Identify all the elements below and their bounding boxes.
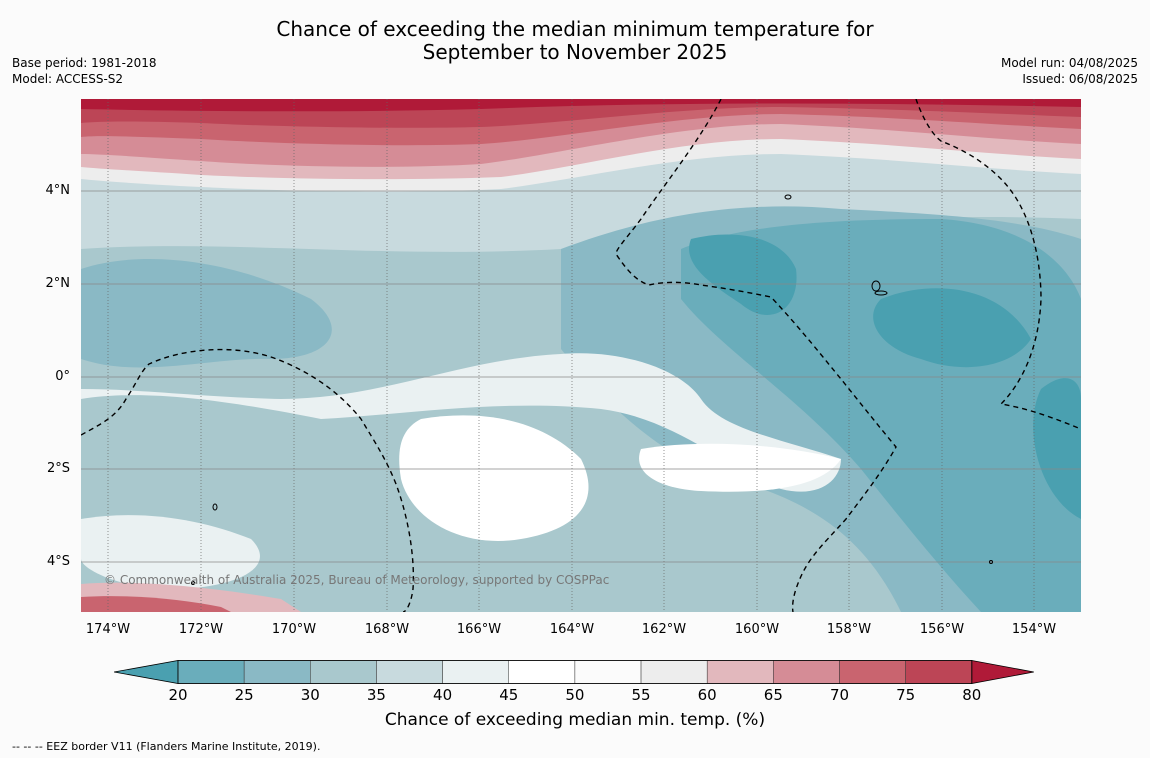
colorbar-cell — [773, 660, 840, 684]
colorbar-extend-high — [971, 660, 1034, 684]
colorbar-title: Chance of exceeding median min. temp. (%… — [384, 710, 766, 730]
lat-label-eq: 0° — [55, 369, 70, 384]
colorbar-tick-label: 70 — [829, 686, 850, 704]
colorbar-tick-label: 25 — [234, 686, 254, 704]
lon-label-168w: 168°W — [364, 622, 410, 637]
meta-left: Base period: 1981-2018 Model: ACCESS-S2 — [12, 55, 157, 87]
colorbar-cell — [177, 660, 245, 684]
lon-label-162w: 162°W — [641, 622, 687, 637]
colorbar-tick-label: 20 — [168, 686, 188, 704]
colorbar-cell — [243, 660, 311, 684]
colorbar-tick-label: 45 — [499, 686, 519, 704]
lon-label-158w: 158°W — [826, 622, 872, 637]
contour-45-south — [81, 515, 260, 589]
colorbar-tick-label: 40 — [433, 686, 453, 704]
colorbar-tick-label: 55 — [631, 686, 651, 704]
meta-right: Model run: 04/08/2025 Issued: 06/08/2025 — [1001, 55, 1138, 87]
contour-45-band — [81, 353, 841, 492]
base-period: Base period: 1981-2018 — [12, 56, 157, 70]
map-svg — [81, 99, 1081, 612]
contour-20-core-1 — [689, 234, 797, 316]
title-line-2: September to November 2025 — [422, 40, 728, 64]
contour-50-blob-1 — [399, 415, 589, 541]
lon-label-174w: 174°W — [85, 622, 131, 637]
model-run: Model run: 04/08/2025 — [1000, 56, 1138, 70]
contour-70-bottom — [81, 596, 231, 612]
lat-label-2s: 2°S — [46, 461, 70, 476]
latitude-gridlines — [81, 190, 1081, 563]
colorbar-cell — [376, 660, 443, 684]
colorbar-cell — [508, 660, 576, 684]
lon-label-164w: 164°W — [549, 622, 595, 637]
colorbar-tick-label: 75 — [896, 686, 916, 704]
colorbar-outline — [177, 660, 973, 684]
colorbar — [114, 660, 1034, 684]
title-line-1: Chance of exceeding the median minimum t… — [276, 17, 874, 41]
lon-label-166w: 166°W — [456, 622, 502, 637]
colorbar-cell — [905, 660, 973, 684]
issued-date: Issued: 06/08/2025 — [1022, 72, 1138, 86]
eez-footnote: -- -- -- EEZ border V11 (Flanders Marine… — [12, 740, 321, 753]
lat-label-4n: 4°N — [45, 183, 71, 198]
colorbar-cell — [442, 660, 510, 684]
contour-20-core-2 — [873, 288, 1031, 368]
contour-50-blob-2 — [639, 443, 841, 492]
lon-label-154w: 154°W — [1011, 622, 1057, 637]
lat-label-4s: 4°S — [46, 554, 70, 569]
colorbar-tick-label: 50 — [565, 686, 585, 704]
colorbar-tick-label: 65 — [763, 686, 783, 704]
colorbar-tick-label: 80 — [962, 686, 982, 704]
lon-label-160w: 160°W — [734, 622, 780, 637]
lat-label-2n: 2°N — [45, 276, 71, 291]
colorbar-extend-low — [114, 660, 179, 684]
colorbar-cell — [640, 660, 708, 684]
contour-30-west — [81, 259, 332, 368]
lon-label-156w: 156°W — [919, 622, 965, 637]
contour-80-top — [81, 99, 1081, 112]
colorbar-cell — [706, 660, 774, 684]
lon-label-172w: 172°W — [178, 622, 224, 637]
copyright-text: © Commonwealth of Australia 2025, Bureau… — [104, 573, 610, 587]
lon-label-170w: 170°W — [271, 622, 317, 637]
colorbar-cell — [839, 660, 906, 684]
eez-borders — [81, 99, 1081, 612]
colorbar-cell — [310, 660, 377, 684]
colorbar-tick-label: 60 — [697, 686, 717, 704]
colorbar-tick-label: 35 — [366, 686, 386, 704]
contour-20-core-3 — [1033, 378, 1081, 519]
forecast-map — [81, 99, 1081, 612]
map-title: Chance of exceeding the median minimum t… — [0, 18, 1150, 64]
colorbar-cell — [574, 660, 642, 684]
colorbar-tick-label: 30 — [300, 686, 320, 704]
model-name: Model: ACCESS-S2 — [12, 72, 124, 86]
islands — [191, 194, 993, 585]
